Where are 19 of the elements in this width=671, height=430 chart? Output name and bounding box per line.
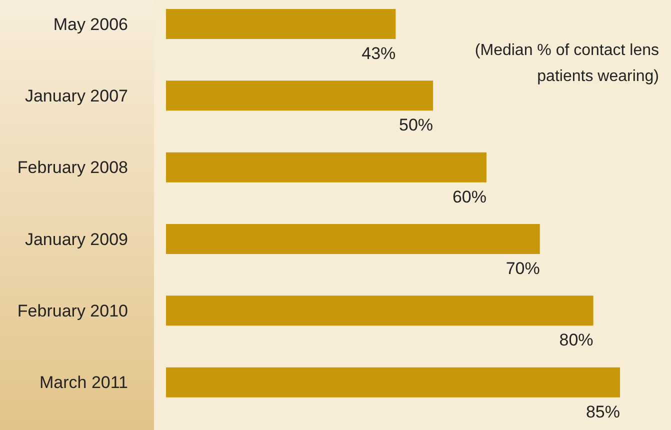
bar	[166, 9, 396, 39]
bar	[166, 80, 434, 111]
bar	[166, 367, 620, 398]
data-label: 80%	[559, 330, 594, 350]
bar	[166, 152, 486, 182]
data-label: 50%	[399, 116, 434, 135]
y-tick-label: February 2008	[17, 158, 128, 178]
bar	[166, 296, 594, 326]
annotation: (Median % of contact lens patients wearing)	[474, 41, 659, 87]
data-label: 70%	[506, 259, 540, 278]
y-tick-label: May 2006	[53, 14, 128, 34]
y-tick-label: February 2010	[17, 302, 128, 320]
y-tick-label: March 2011	[39, 373, 128, 392]
bar	[166, 224, 540, 254]
y-tick-label: January 2009	[24, 230, 128, 249]
y-tick-label: January 2007	[24, 86, 128, 106]
data-label: 43%	[362, 44, 396, 63]
data-label: 60%	[452, 187, 486, 206]
data-label: 85%	[586, 402, 620, 422]
